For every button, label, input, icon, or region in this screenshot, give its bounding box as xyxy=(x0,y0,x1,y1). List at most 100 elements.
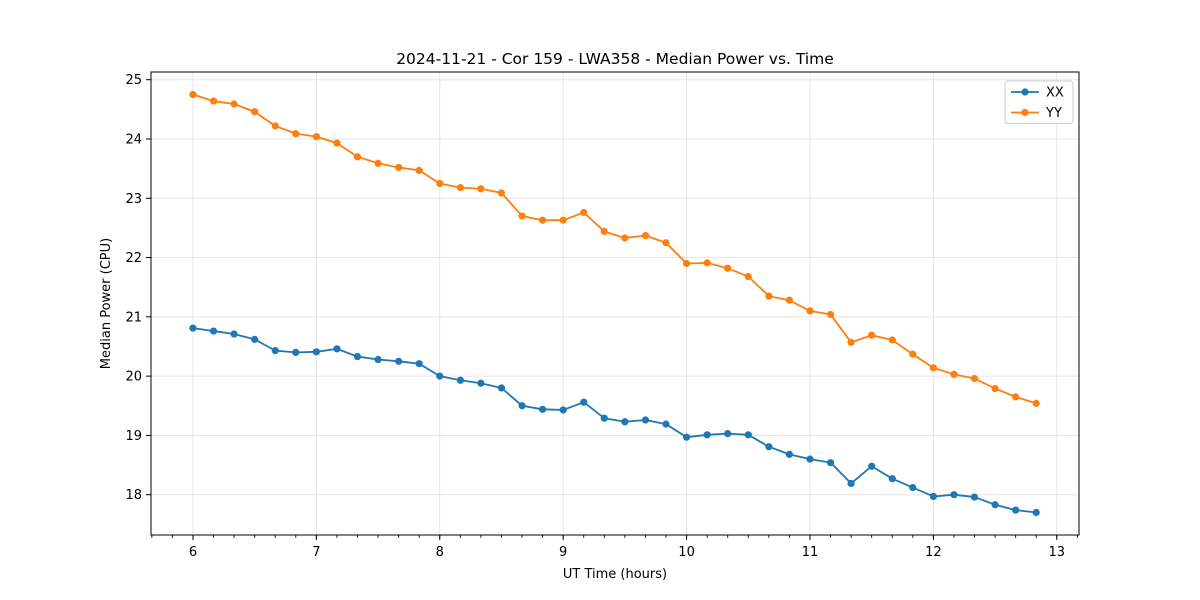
series-YY-point xyxy=(970,374,979,383)
series-XX-point xyxy=(662,420,670,428)
series-XX-point xyxy=(970,493,979,501)
x-tick-label: 12 xyxy=(925,545,942,560)
series-XX-point xyxy=(744,431,752,439)
series-YY-point xyxy=(580,208,588,217)
y-tick-label: 25 xyxy=(125,73,142,88)
series-XX-point xyxy=(292,348,300,357)
series-XX-point xyxy=(538,405,547,413)
y-axis-label: Median Power (CPU) xyxy=(99,238,114,369)
series-XX-point xyxy=(477,379,485,387)
series-YY-point xyxy=(251,108,259,116)
x-tick-label: 9 xyxy=(559,545,567,560)
series-XX-point xyxy=(703,431,711,439)
series-XX-point xyxy=(374,355,382,364)
series-XX-point xyxy=(436,372,444,380)
series-YY-point xyxy=(189,90,197,99)
series-YY-point xyxy=(415,166,423,175)
x-tick-label: 8 xyxy=(436,545,444,560)
y-tick-label: 22 xyxy=(125,251,142,266)
series-XX-point xyxy=(621,418,629,426)
x-tick-label: 7 xyxy=(312,545,320,560)
y-tick-label: 18 xyxy=(125,488,142,503)
series-YY-point xyxy=(436,179,444,188)
series-XX-point xyxy=(909,483,917,492)
series-YY-point xyxy=(1032,399,1040,407)
series-YY-point xyxy=(909,350,917,358)
chart-title: 2024-11-21 - Cor 159 - LWA358 - Median P… xyxy=(396,50,834,68)
series-YY-point xyxy=(991,384,999,393)
series-XX-point xyxy=(415,360,423,368)
series-YY-point xyxy=(497,189,506,197)
grid-layer xyxy=(151,72,1079,535)
series-YY-point xyxy=(456,184,464,192)
series-XX-point xyxy=(497,384,506,392)
series-YY-point xyxy=(538,216,547,224)
series-XX-point xyxy=(785,450,793,458)
series-YY-point xyxy=(785,296,793,304)
series-XX-point xyxy=(868,462,876,470)
x-tick-label: 13 xyxy=(1049,545,1066,560)
x-axis-label: UT Time (hours) xyxy=(563,567,667,582)
series-YY-point xyxy=(312,133,320,141)
series-YY-point xyxy=(888,336,896,344)
y-tick-label: 20 xyxy=(125,370,142,385)
series-XX-point xyxy=(1032,508,1040,517)
legend-XX-label: XX xyxy=(1046,86,1064,101)
axes-layer: 6 7 8 9 10 11 12 13 18 19 20 21 22 23 24 25 xyxy=(125,71,1080,560)
series-YY-point xyxy=(395,163,403,172)
series-XX-point xyxy=(950,491,958,499)
series-YY-point xyxy=(868,331,876,339)
series-YY-point xyxy=(1012,393,1020,401)
series-YY-point xyxy=(950,370,958,378)
series-YY-point xyxy=(682,259,691,268)
series-XX-point xyxy=(209,327,218,335)
series-XX-point xyxy=(991,501,999,509)
series-XX-point xyxy=(600,414,608,422)
series-XX-point xyxy=(456,376,464,384)
series-YY-point xyxy=(292,130,300,138)
series-YY-line xyxy=(192,93,1037,405)
series-YY-point xyxy=(353,153,362,161)
legend: XX YY xyxy=(1004,80,1074,124)
x-tick-label: 10 xyxy=(678,545,695,560)
series-XX-point xyxy=(641,416,650,424)
series-XX-point xyxy=(559,406,567,414)
series-YY-point xyxy=(271,122,279,130)
series-XX-point xyxy=(230,330,238,338)
series-XX-point xyxy=(333,345,341,353)
y-tick-label: 23 xyxy=(125,192,142,207)
series-YY-point xyxy=(662,239,670,247)
series-XX-point xyxy=(353,352,362,361)
series-YY-point xyxy=(209,97,218,105)
series-YY-point xyxy=(621,234,629,242)
series-XX-point xyxy=(1012,506,1020,514)
series-XX-point xyxy=(312,348,320,356)
series-YY-point xyxy=(600,227,608,236)
series-XX-point xyxy=(724,430,732,438)
series-XX-point xyxy=(888,475,896,483)
plot-box xyxy=(150,71,1080,536)
series-YY-point xyxy=(641,232,650,240)
series-YY-point xyxy=(847,338,855,346)
y-tick-label: 21 xyxy=(125,310,142,325)
y-tick-label: 24 xyxy=(125,132,142,147)
series-YY-point xyxy=(518,212,526,220)
series-YY-point xyxy=(374,159,382,167)
series-YY-point xyxy=(929,364,937,372)
series-YY-point xyxy=(724,264,732,272)
series-YY-point xyxy=(703,259,711,267)
legend-YY-label: YY xyxy=(1045,106,1062,121)
series-XX-point xyxy=(251,335,259,343)
x-tick-label: 11 xyxy=(802,545,819,560)
series-XX-point xyxy=(847,479,855,488)
series-XX-point xyxy=(189,324,197,332)
series-XX-point xyxy=(929,492,937,501)
series-YY-point xyxy=(826,310,835,319)
series-XX-point xyxy=(580,398,588,406)
series-YY-point xyxy=(806,307,814,315)
series-YY-point xyxy=(333,139,341,147)
series-XX-point xyxy=(518,402,526,410)
series-YY-point xyxy=(230,100,238,108)
